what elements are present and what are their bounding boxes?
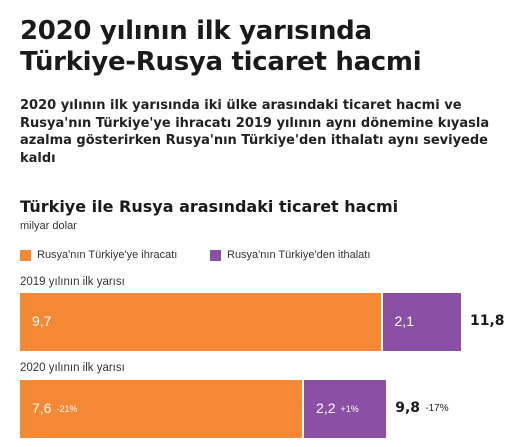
chart-title: Türkiye ile Rusya arasındaki ticaret hac… — [20, 197, 399, 216]
page-title: 2020 yılının ilk yarısında Türkiye-Rusya… — [20, 16, 510, 78]
legend-swatch-export — [20, 250, 31, 261]
bar-change-label: -21% — [56, 404, 78, 414]
bar-change-label: +1% — [340, 404, 359, 414]
bar-import-0: 2,1 — [382, 293, 461, 351]
bar-value-label: 9,7 — [32, 313, 51, 329]
page-subtitle: 2020 yılının ilk yarısında iki ülke aras… — [20, 98, 490, 166]
bar-export-1: 7,6 -21% — [20, 380, 303, 438]
bar-value-label: 7,6 -21% — [32, 400, 77, 417]
legend-swatch-import — [210, 250, 221, 261]
bar-import-1: 2,2 +1% — [304, 380, 387, 438]
bar-value-text: 9,7 — [32, 313, 52, 329]
legend-label-export: Rusya'nın Türkiye'ye ihracatı — [37, 249, 178, 261]
title-line-2: Türkiye-Rusya ticaret hacmi — [20, 47, 422, 77]
category-label-2020: 2020 yılının ilk yarısı — [20, 362, 125, 374]
bar-total-label: 9,8 — [395, 400, 421, 416]
bar-value-text: 7,6 — [32, 400, 52, 416]
bar-total-label: 11,8 — [470, 313, 505, 329]
bar-export-0: 9,7 — [20, 293, 381, 351]
title-line-1: 2020 yılının ilk yarısında — [20, 16, 372, 46]
bar-value-label: 2,1 — [395, 313, 414, 329]
total-change-label: -17% — [425, 403, 449, 414]
bar-value-text: 2,1 — [394, 313, 414, 329]
category-label-2019: 2019 yılının ilk yarısı — [20, 276, 125, 288]
bar-value-text: 2,2 — [316, 400, 336, 416]
chart-unit: milyar dolar — [20, 220, 77, 232]
legend-label-import: Rusya'nın Türkiye'den ithalatı — [227, 249, 371, 261]
bar-value-label: 2,2 +1% — [316, 400, 359, 417]
